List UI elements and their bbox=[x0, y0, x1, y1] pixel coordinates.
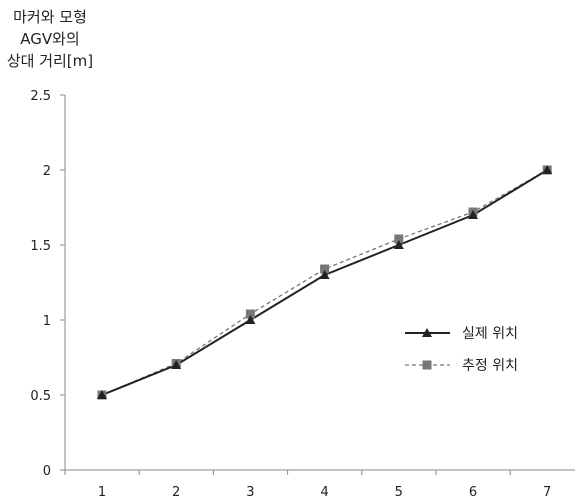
y-tick-label: 1.5 bbox=[30, 239, 51, 254]
series-2-point bbox=[320, 264, 330, 274]
x-tick-label: 1 bbox=[98, 485, 106, 500]
y-tick-label: 0.5 bbox=[30, 389, 51, 404]
x-tick-label: 5 bbox=[395, 485, 403, 500]
x-tick-label: 6 bbox=[469, 485, 477, 500]
series-1-point bbox=[319, 270, 330, 279]
y-tick-label: 2.5 bbox=[30, 89, 51, 104]
series-1-point bbox=[97, 390, 107, 399]
y-axis-label-line-3: 상대 거리[m] bbox=[6, 52, 94, 70]
legend-label-1: 실제 위치 bbox=[462, 326, 518, 342]
y-tick-label: 2 bbox=[43, 164, 51, 179]
series-2-point bbox=[394, 234, 404, 244]
legend-marker-2 bbox=[422, 360, 432, 370]
x-tick-label: 2 bbox=[172, 485, 180, 500]
y-axis-label-line-2: AGV와의 bbox=[20, 30, 80, 48]
x-tick-label: 3 bbox=[246, 485, 254, 500]
series-1-point bbox=[542, 165, 553, 174]
series-1-point bbox=[171, 360, 182, 369]
series-1-point bbox=[468, 210, 478, 219]
y-tick-label: 0 bbox=[43, 464, 51, 479]
legend-label-2: 추정 위치 bbox=[462, 358, 518, 374]
y-tick-label: 1 bbox=[43, 314, 51, 329]
series-1-point bbox=[245, 315, 256, 324]
x-tick-label: 4 bbox=[320, 485, 328, 500]
series-1-point bbox=[393, 240, 404, 249]
y-axis-label-line-1: 마커와 모형 bbox=[13, 8, 87, 26]
x-tick-label: 7 bbox=[543, 485, 551, 500]
legend-marker-1 bbox=[422, 328, 432, 337]
series-2-point bbox=[245, 309, 255, 319]
